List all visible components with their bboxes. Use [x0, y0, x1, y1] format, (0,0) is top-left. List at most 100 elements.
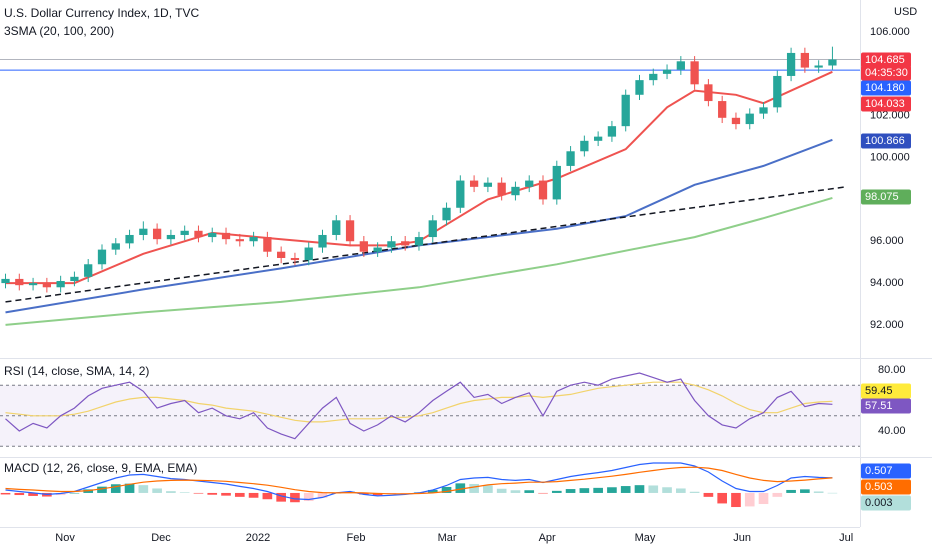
candle-body [621, 94, 630, 127]
macd-histogram-bar [441, 486, 452, 493]
macd-histogram-bar [152, 488, 162, 493]
macd-histogram-bar [14, 492, 25, 496]
y-tick-label: 80.00 [878, 364, 906, 376]
macd-histogram-bar [97, 486, 107, 493]
price-tag-label: 0.507 [865, 465, 893, 477]
macd-histogram-bar [758, 492, 769, 505]
macd-histogram-bar [427, 489, 438, 493]
macd-histogram-bar [634, 485, 645, 493]
macd-histogram-bar [138, 485, 149, 493]
macd-histogram-bar [565, 489, 576, 493]
macd-histogram-bar [303, 492, 314, 502]
candle-body [263, 237, 272, 252]
candle-body [194, 230, 203, 238]
indicator-line [5, 381, 833, 423]
candle-body [318, 234, 327, 248]
candle-body [442, 207, 451, 221]
candle-body [456, 180, 465, 208]
macd-line [5, 466, 833, 495]
price-tag [861, 65, 911, 81]
candle-body [786, 52, 796, 76]
candle-body [773, 75, 782, 108]
indicator-line [5, 372, 833, 440]
candle-body [525, 180, 534, 187]
macd-histogram-bar [813, 491, 824, 493]
candle-body [580, 140, 589, 152]
macd-histogram-bar [179, 492, 190, 493]
candle-body [208, 232, 217, 238]
candle-body [745, 113, 754, 125]
macd-histogram-bar [538, 492, 548, 494]
macd-histogram-bar [234, 492, 245, 497]
macd-histogram-bar [689, 491, 700, 493]
macd-histogram-bar [166, 491, 176, 493]
candle-body [290, 257, 300, 261]
macd-label: MACD (12, 26, close, 9, EMA, EMA) [4, 461, 197, 475]
candle-body [56, 281, 65, 288]
price-tag [861, 133, 911, 149]
macd-histogram-bar [0, 492, 11, 495]
macd-histogram-bar [744, 492, 755, 507]
candle-body [552, 165, 561, 200]
candle-body [414, 237, 424, 246]
candle-body [649, 73, 658, 81]
candle-body [718, 101, 727, 118]
y-tick-label: 96.000 [870, 235, 904, 247]
candle-body [221, 232, 231, 240]
macd-histogram-bar [372, 492, 383, 496]
candle-body [332, 220, 341, 235]
candle-body [1, 278, 10, 284]
macd-histogram-bar [800, 489, 810, 493]
candle-body [635, 80, 644, 95]
macd-histogram-bar [110, 484, 121, 493]
macd-histogram-bar [772, 492, 783, 497]
candle-body [84, 264, 93, 277]
candle-body [497, 182, 506, 196]
macd-histogram-bar [551, 490, 562, 493]
candle-body [538, 180, 548, 200]
candle-body [428, 220, 437, 238]
price-tag-label: 98.075 [865, 191, 899, 203]
macd-histogram-bar [69, 492, 80, 494]
candle-body [180, 230, 189, 235]
y-tick-label: 92.000 [870, 319, 904, 331]
candle-body [304, 247, 313, 261]
candle-body [469, 180, 479, 187]
macd-histogram-bar [483, 485, 493, 493]
x-tick-label: Mar [438, 532, 457, 544]
macd-histogram-bar [524, 490, 535, 493]
macd-histogram-bar [676, 488, 686, 493]
x-tick-label: Nov [55, 532, 75, 544]
price-tag-label: 0.503 [865, 481, 893, 493]
moving-average-line [5, 196, 833, 326]
macd-histogram-bar [207, 492, 218, 495]
macd-histogram-bar [648, 485, 659, 493]
candle-body [401, 241, 410, 246]
candle-body [28, 283, 38, 286]
x-tick-label: Feb [347, 532, 366, 544]
macd-histogram-bar [124, 483, 135, 493]
macd-histogram-bar [248, 492, 259, 498]
candle-body [345, 220, 355, 242]
moving-average-line [5, 70, 833, 285]
candle-body [373, 247, 382, 252]
moving-average-line [5, 138, 833, 314]
candle-body [277, 251, 286, 258]
macd-histogram-bar [276, 492, 286, 502]
candle-body [139, 228, 148, 235]
macd-histogram-bar [786, 489, 796, 493]
candle-body [731, 117, 741, 125]
candle-body [387, 241, 396, 248]
price-tag [861, 52, 911, 68]
candle-body [483, 182, 493, 187]
price-tag [861, 398, 911, 414]
candle-body [70, 276, 79, 282]
candle-body [166, 234, 176, 240]
x-tick-label: May [635, 532, 656, 544]
candle-body [511, 186, 520, 196]
x-tick-label: Jun [733, 532, 751, 544]
candle-body [152, 228, 162, 240]
macd-histogram-bar [28, 492, 38, 496]
macd-histogram-bar [262, 492, 273, 500]
candle-body [594, 136, 603, 141]
